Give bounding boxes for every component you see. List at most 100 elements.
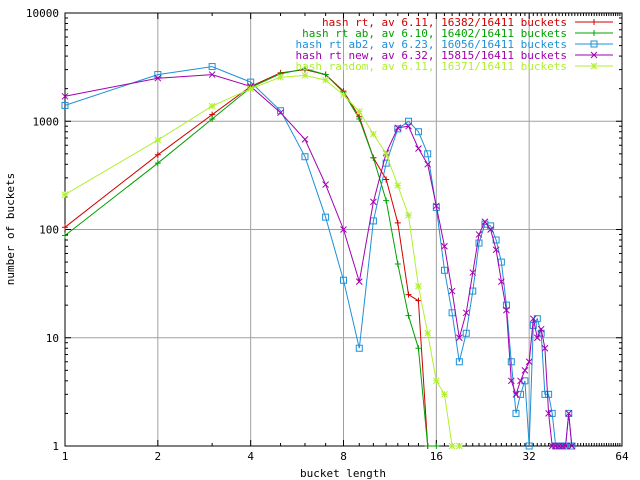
data-point <box>525 442 533 450</box>
data-point <box>356 115 363 122</box>
data-point <box>481 218 489 226</box>
data-point <box>441 390 448 398</box>
data-point <box>415 282 422 290</box>
data-point <box>415 297 422 304</box>
series-2 <box>62 65 440 449</box>
data-point <box>462 329 470 337</box>
data-point <box>61 191 69 198</box>
data-point <box>507 377 515 385</box>
data-point <box>562 442 569 450</box>
data-point <box>247 85 255 93</box>
data-point <box>433 443 440 449</box>
data-point <box>529 315 537 323</box>
x-tick-label: 2 <box>155 450 162 463</box>
data-point <box>475 239 483 247</box>
data-point <box>301 65 308 72</box>
series-5 <box>61 72 463 450</box>
data-point <box>541 344 549 352</box>
data-point <box>475 231 483 238</box>
data-point <box>525 358 533 366</box>
legend: hash rt, av 6.11, 16382/16411 bucketshas… <box>295 16 613 73</box>
legend-entry-label: hash rt new, av 6.32, 15815/16411 bucket… <box>295 49 567 62</box>
data-point <box>355 108 363 115</box>
y-tick-label: 10 <box>46 332 59 345</box>
series-line <box>64 74 573 447</box>
series-line <box>64 68 437 447</box>
axis-ticks: 1 2 4 8 16 32 64 1 10 100 1000 10000 <box>26 7 629 463</box>
legend-entry-label: hash random, av 6.11, 16371/16411 bucket… <box>295 60 567 73</box>
data-point <box>512 409 520 417</box>
data-point <box>383 176 390 183</box>
data-point <box>61 92 69 100</box>
legend-entry-label: hash rt ab, av 6.10, 16402/16411 buckets <box>302 27 567 40</box>
x-axis-label: bucket length <box>300 467 386 480</box>
data-point <box>521 377 529 385</box>
data-point <box>559 442 566 450</box>
data-point <box>405 291 412 298</box>
data-point <box>507 358 515 366</box>
data-point <box>62 232 68 239</box>
y-tick-label: 100 <box>39 224 59 237</box>
legend-marker <box>590 62 598 70</box>
data-point <box>340 91 347 99</box>
y-tick-label: 1000 <box>33 115 60 128</box>
data-point <box>277 109 284 117</box>
data-point <box>154 160 161 167</box>
data-point <box>394 125 402 133</box>
x-tick-label: 1 <box>62 450 69 463</box>
data-point <box>322 181 329 188</box>
legend-marker <box>590 51 598 59</box>
data-point <box>322 76 329 84</box>
legend-marker <box>591 19 597 25</box>
data-point <box>62 224 68 231</box>
x-tick-label: 64 <box>615 450 629 463</box>
data-point <box>61 101 69 109</box>
data-point <box>322 71 329 78</box>
data-point <box>382 150 390 158</box>
legend-marker <box>590 40 598 48</box>
data-point <box>340 226 347 233</box>
x-tick-label: 8 <box>340 450 347 463</box>
data-point <box>301 72 309 79</box>
data-point <box>487 226 494 233</box>
data-point <box>394 182 402 189</box>
y-tick-label: 1 <box>52 440 59 453</box>
data-point <box>154 74 162 82</box>
data-point <box>154 151 161 158</box>
data-point <box>383 197 390 204</box>
data-point <box>405 122 412 130</box>
data-point <box>415 345 422 352</box>
data-point <box>208 71 216 78</box>
y-tick-label: 10000 <box>26 7 59 20</box>
data-point <box>424 329 432 337</box>
data-point <box>498 278 505 285</box>
data-point <box>455 334 463 342</box>
data-point <box>517 377 524 385</box>
data-point <box>533 334 541 342</box>
legend-entry-label: hash rt, av 6.11, 16382/16411 buckets <box>322 16 567 29</box>
data-point <box>432 202 440 210</box>
data-point <box>424 150 432 158</box>
data-point <box>208 63 216 71</box>
data-point <box>455 442 463 450</box>
data-point <box>512 390 520 398</box>
data-point <box>277 73 284 81</box>
data-point <box>370 198 377 206</box>
data-point <box>545 410 552 417</box>
data-point <box>355 278 363 285</box>
x-tick-label: 16 <box>430 450 443 463</box>
legend-marker <box>591 30 597 36</box>
data-point <box>521 366 529 374</box>
series-4 <box>61 71 576 450</box>
data-point <box>405 212 412 219</box>
data-point <box>424 443 431 449</box>
data-point <box>340 276 347 284</box>
data-point <box>208 102 216 110</box>
data-point <box>394 219 401 226</box>
data-point <box>370 130 377 138</box>
data-point <box>355 344 363 352</box>
data-point <box>455 358 463 366</box>
data-point <box>301 136 309 143</box>
data-point <box>154 136 162 144</box>
